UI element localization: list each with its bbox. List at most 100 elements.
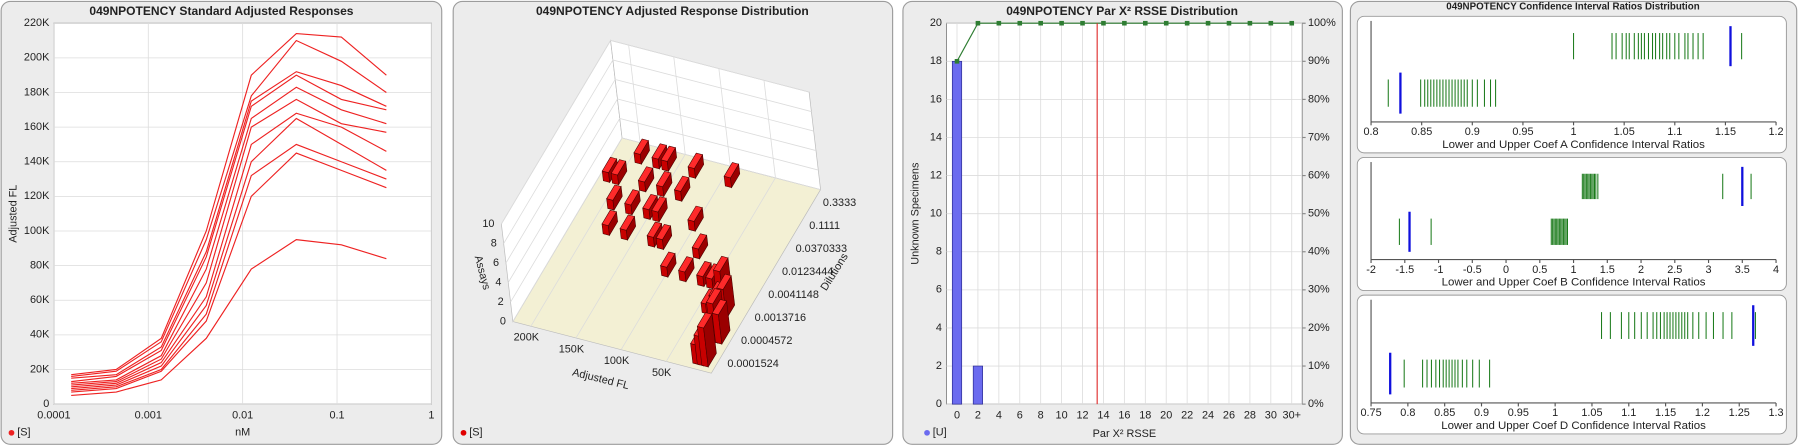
bar-3d [655, 223, 673, 251]
cumulative-marker [1289, 20, 1295, 26]
bar-3d [687, 205, 704, 233]
y-tick-label: 0.0370333 [796, 243, 847, 255]
x-tick-label: 6 [1017, 409, 1023, 421]
y2-tick-label: 10% [1308, 360, 1330, 372]
y-tick-label: 100K [24, 225, 50, 237]
legend-marker [460, 429, 467, 436]
grid-line [510, 117, 819, 303]
y-tick-label: 8 [936, 246, 942, 258]
chart-title: 049NPOTENCY Confidence Interval Ratios D… [1446, 2, 1699, 13]
x-tick-label: 1 [1571, 264, 1577, 276]
x-tick-label: 4 [1773, 264, 1779, 276]
x-tick-label: 100K [604, 355, 630, 367]
x-tick-label: 1 [428, 409, 434, 421]
y-tick-label: 6 [936, 284, 942, 296]
y-tick-label: 140K [24, 156, 50, 168]
x-tick-label: 0.9 [1465, 126, 1480, 138]
bar-face [660, 251, 676, 268]
bar-face [601, 209, 617, 226]
x-tick-label: 28 [1244, 409, 1256, 421]
x-tick-label: 0.85 [1434, 407, 1455, 419]
legend-label: [S] [469, 427, 482, 439]
bar-3d [637, 166, 655, 193]
x-tick-label: 8 [1038, 409, 1044, 421]
x-tick-label: 1.25 [1729, 407, 1750, 419]
z-tick-label: 4 [495, 276, 501, 288]
cumulative-marker [1101, 20, 1106, 26]
y-tick-label: 16 [930, 93, 942, 105]
x-tick-label: 12 [1076, 409, 1088, 421]
bar-face [696, 312, 713, 329]
subplot-frame [1356, 156, 1787, 292]
x-tick-label: 0 [1503, 264, 1509, 276]
y-tick-label: 0 [936, 398, 942, 410]
chart-title: 049NPOTENCY Adjusted Response Distributi… [536, 4, 809, 18]
cumulative-marker [1205, 20, 1211, 26]
x-axis-label: Lower and Upper Coef A Confidence Interv… [1442, 139, 1705, 151]
y2-tick-label: 90% [1308, 55, 1330, 67]
cumulative-marker [1080, 20, 1085, 26]
bar-3d [678, 256, 695, 283]
cumulative-marker [1122, 20, 1127, 26]
y-tick-label: 60K [30, 294, 50, 306]
cumulative-marker [1184, 20, 1190, 26]
grid-line [507, 98, 817, 283]
x-tick-label: 1.1 [1621, 407, 1636, 419]
y-tick-label: 10 [930, 208, 942, 220]
y-tick-label: 0.0041148 [768, 289, 819, 301]
x-tick-label: 2 [1638, 264, 1644, 276]
series-line [71, 152, 387, 393]
y-tick-label: 0.0004572 [741, 335, 792, 347]
x-tick-label: 0.85 [1411, 126, 1432, 138]
x-tick-label: 50K [652, 367, 672, 379]
x-tick-label: -1 [1434, 264, 1444, 276]
y-axis-label: Unknown Specimens [909, 162, 921, 265]
y2-tick-label: 70% [1308, 131, 1330, 143]
bar-3d [646, 221, 664, 248]
z-tick-label: 8 [491, 237, 497, 249]
series-line [71, 71, 387, 379]
grid-line [503, 59, 812, 244]
bar-3d [601, 209, 618, 237]
x-tick-label: 22 [1181, 409, 1193, 421]
x-tick-label: 150K [559, 343, 585, 355]
bar-face [637, 166, 654, 183]
bar-face [606, 184, 622, 201]
x-tick-label: 10 [1056, 409, 1068, 421]
x-tick-label: 0.01 [232, 409, 253, 421]
bar-3d [660, 251, 677, 278]
y-tick-label: 20 [930, 17, 942, 29]
z-tick-label: 6 [493, 257, 499, 269]
x-axis-label: Par X² RSSE [1093, 428, 1156, 440]
bar-face [723, 162, 740, 179]
cumulative-marker [1226, 20, 1232, 26]
x-tick-label: 18 [1139, 409, 1151, 421]
bar-3d [711, 299, 731, 345]
x-axis-label: Lower and Upper Coef B Confidence Interv… [1442, 277, 1706, 289]
y-tick-label: 40K [30, 329, 50, 341]
bar-face [673, 175, 690, 192]
series-line [71, 86, 387, 384]
x-tick-label: -2 [1366, 264, 1376, 276]
x-tick-label: -0.5 [1463, 264, 1482, 276]
x-tick-label: 0.0001 [37, 409, 70, 421]
y2-tick-label: 30% [1308, 284, 1330, 296]
x-tick-label: 3 [1706, 264, 1712, 276]
y2-tick-label: 50% [1308, 208, 1330, 220]
x-tick-label: 26 [1223, 409, 1235, 421]
bar-3d [642, 193, 659, 221]
bar-face [660, 145, 676, 162]
cumulative-marker [1038, 20, 1043, 26]
bar-face [646, 221, 663, 238]
y-tick-label: 0 [43, 398, 49, 410]
x-tick-label: 24 [1202, 409, 1214, 421]
bar-face [610, 159, 627, 176]
bar-3d [606, 184, 623, 211]
y-tick-label: 14 [930, 131, 942, 143]
legend-label: [U] [933, 427, 947, 439]
bar-3d [660, 145, 677, 173]
bar-face [655, 223, 672, 241]
bar-3d [687, 152, 705, 180]
bar-face [678, 256, 694, 273]
